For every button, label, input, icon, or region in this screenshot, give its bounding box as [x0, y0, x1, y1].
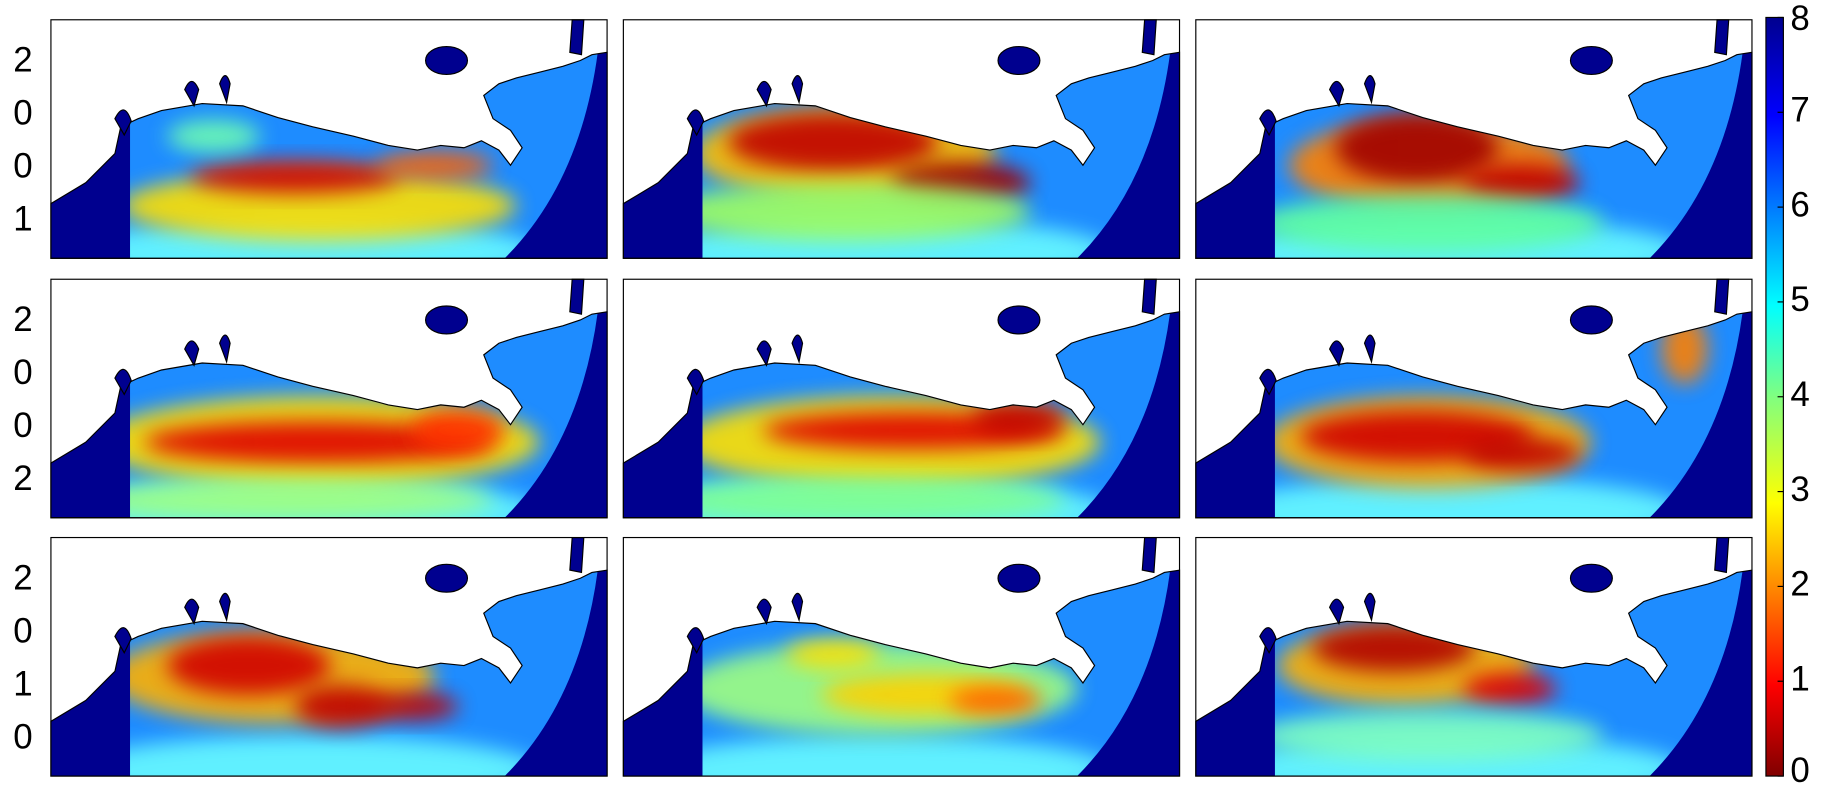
field-blob: [786, 640, 879, 668]
estuary: [570, 538, 584, 573]
map-panel: [623, 538, 1179, 797]
lake: [426, 564, 468, 592]
colorbar-tick-label: 2: [1790, 565, 1809, 604]
lake: [426, 47, 468, 75]
colorbar-tick-label: 3: [1790, 470, 1809, 509]
map-panel: [1196, 279, 1752, 547]
map-panel: [51, 20, 607, 288]
figure: 0 1 2 3 4 5 6 7 8 2001 2002 2010: [0, 0, 1825, 797]
estuary: [1715, 279, 1729, 314]
colorbar-tick-label: 6: [1790, 185, 1809, 224]
estuary: [1142, 538, 1156, 573]
field-blob: [1254, 194, 1603, 252]
estuary: [1142, 279, 1156, 314]
row-label: 2002: [4, 300, 43, 512]
lake: [1570, 306, 1612, 334]
map-panel: [1196, 538, 1752, 797]
lake: [426, 306, 468, 334]
row-label: 2010: [4, 558, 43, 770]
estuary: [1715, 538, 1729, 573]
field-blob: [167, 636, 330, 694]
lake: [998, 306, 1040, 334]
lake: [1570, 564, 1612, 592]
lake: [998, 47, 1040, 75]
lake: [1570, 47, 1612, 75]
field-blob: [167, 120, 260, 153]
map-panel: [1196, 20, 1752, 288]
map-panel: [51, 538, 607, 797]
estuary: [570, 20, 584, 55]
colorbar-tick-label: 7: [1790, 90, 1809, 129]
map-panel: [51, 279, 607, 547]
field-blob: [1463, 673, 1556, 706]
field-blob: [412, 410, 505, 452]
field-blob: [1254, 710, 1603, 761]
colorbar-tick-label: 8: [1790, 0, 1809, 38]
estuary: [1142, 20, 1156, 55]
row-label: 2001: [4, 41, 43, 253]
field-blob: [658, 183, 1030, 241]
colorbar-tick-label: 0: [1790, 751, 1809, 790]
map-panel: [623, 279, 1179, 547]
colorbar-tick-label: 5: [1790, 280, 1809, 319]
map-panels: [51, 20, 1752, 797]
field-blob: [191, 161, 400, 194]
field-blob: [74, 479, 493, 521]
field-blob: [365, 692, 458, 720]
field-blob: [1463, 437, 1579, 470]
lake: [998, 564, 1040, 592]
row-labels: 2001 2002 2010: [4, 41, 43, 771]
field-blob: [949, 686, 1042, 714]
field-blob: [647, 477, 1066, 524]
page: 012345678 200120022010 (() => { const da…: [0, 0, 1825, 797]
map-panel: [623, 20, 1179, 288]
colorbar-tick-label: 1: [1790, 659, 1809, 698]
field-blob: [377, 151, 493, 179]
colorbar-tick-label: 4: [1790, 375, 1809, 414]
estuary: [570, 279, 584, 314]
estuary: [1715, 20, 1729, 55]
